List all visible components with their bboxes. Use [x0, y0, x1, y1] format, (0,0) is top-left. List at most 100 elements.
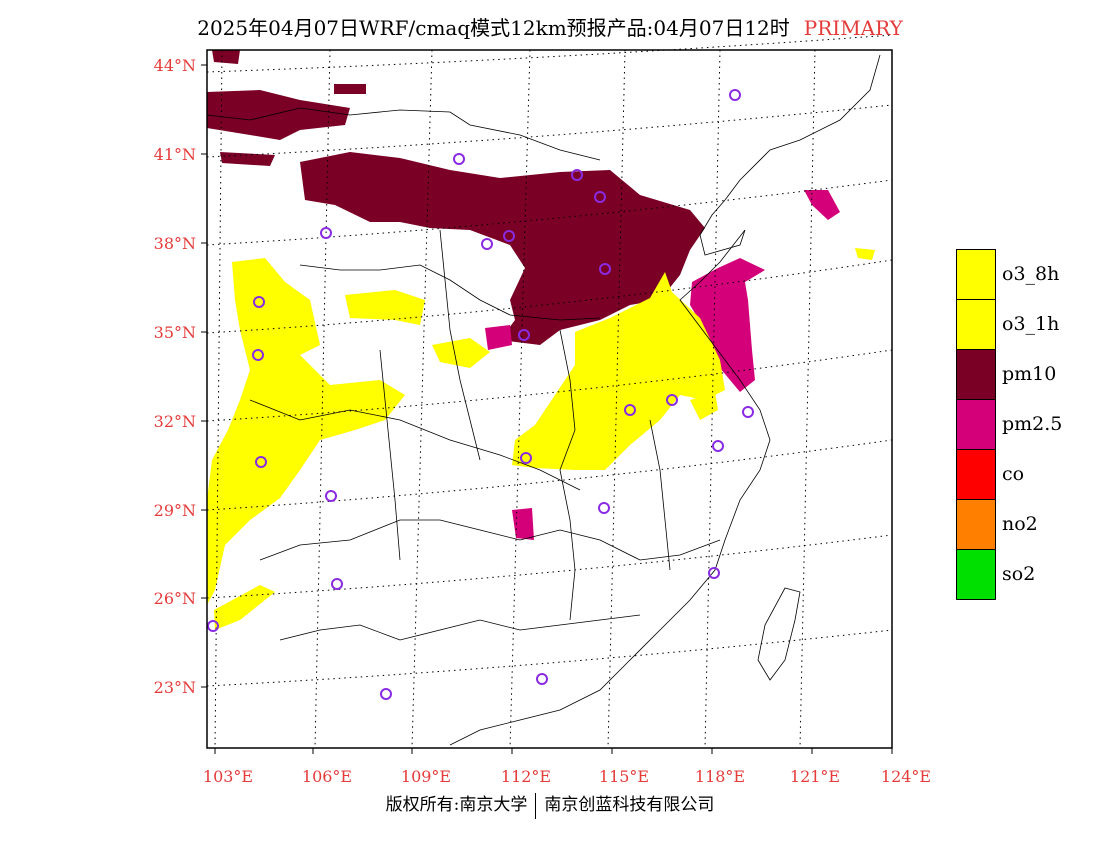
province-border-2 — [299, 264, 601, 321]
o3-patch-mid — [345, 290, 425, 325]
map-frame — [206, 49, 893, 749]
lon-labels: 103°E 106°E 109°E 112°E 115°E 118°E 121°… — [203, 767, 931, 786]
legend-label: co — [1002, 463, 1025, 485]
lat-label: 44°N — [154, 56, 196, 75]
o3-patch-sw-tail — [214, 585, 275, 630]
legend-label: pm2.5 — [1002, 413, 1063, 435]
legend-label: o3_1h — [1002, 313, 1060, 335]
station-marker — [253, 296, 265, 308]
o3-region-east — [512, 272, 725, 470]
province-border-3 — [249, 399, 581, 491]
meridian-109e — [411, 49, 433, 749]
legend-label: o3_8h — [1002, 263, 1060, 285]
station-marker — [708, 567, 720, 579]
parallel-41n — [206, 104, 893, 158]
pm10-patch-small1 — [220, 152, 275, 166]
coastline — [449, 54, 881, 746]
tick-marks — [201, 64, 893, 754]
station-marker — [481, 238, 493, 250]
meridian-121e — [799, 49, 816, 749]
lon-label: 121°E — [790, 767, 840, 786]
legend-swatch — [956, 449, 996, 500]
meridian-106e — [314, 49, 331, 749]
copyright-footer: 版权所有:南京大学 南京创蓝科技有限公司 — [0, 790, 1100, 819]
lon-label: 109°E — [401, 767, 451, 786]
graticule — [206, 34, 893, 749]
station-marker — [325, 490, 337, 502]
province-border-1 — [206, 107, 601, 161]
legend-swatch — [956, 499, 996, 550]
lon-label: 103°E — [203, 767, 253, 786]
station-marker — [742, 406, 754, 418]
pm25-region-east — [690, 258, 765, 392]
legend-swatch — [956, 349, 996, 400]
lon-label: 112°E — [501, 767, 551, 786]
legend-swatch — [956, 399, 996, 450]
pm10-region-north — [207, 90, 350, 140]
legend-swatch — [956, 249, 996, 300]
station-marker — [255, 456, 267, 468]
station-marker — [503, 230, 515, 242]
meridian-103e — [214, 49, 223, 749]
station-marker — [536, 673, 548, 685]
company-text: 南京创蓝科技有限公司 — [544, 795, 715, 815]
parallel-26n — [206, 534, 893, 599]
lat-label: 23°N — [154, 678, 196, 697]
parallel-23n — [206, 629, 893, 687]
station-marker — [320, 227, 332, 239]
station-marker — [380, 688, 392, 700]
primary-tag: PRIMARY — [803, 16, 903, 40]
lat-label: 29°N — [154, 501, 196, 520]
o3-patch-center — [432, 338, 490, 368]
lat-label: 41°N — [154, 145, 196, 164]
map-title: 2025年04月07日WRF/cmaq模式12km预报产品:04月07日12时 P… — [0, 12, 1100, 41]
title-text: 2025年04月07日WRF/cmaq模式12km预报产品:04月07日12时 — [197, 16, 790, 40]
station-marker — [571, 169, 583, 181]
lon-label: 124°E — [881, 767, 931, 786]
pm25-patch-central — [512, 508, 534, 540]
province-border-7 — [379, 349, 401, 561]
lat-label: 38°N — [154, 234, 196, 253]
station-marker — [252, 349, 264, 361]
station-marker — [207, 620, 219, 632]
legend-label: so2 — [1002, 563, 1036, 585]
station-marker — [594, 191, 606, 203]
parallel-44n — [206, 34, 893, 73]
copyright-text: 版权所有:南京大学 — [385, 795, 528, 815]
legend-label: no2 — [1002, 513, 1038, 535]
lat-label: 26°N — [154, 589, 196, 608]
station-marker — [520, 452, 532, 464]
pm25-region-coast — [804, 190, 840, 220]
legend-swatch — [956, 299, 996, 350]
station-marker — [518, 329, 530, 341]
lon-label: 115°E — [599, 767, 649, 786]
station-marker — [624, 404, 636, 416]
station-marker — [453, 153, 465, 165]
meridian-112e — [509, 49, 531, 749]
legend-swatch — [956, 549, 996, 600]
pm10-patch-small2 — [334, 84, 366, 94]
o3-patch-coast — [855, 248, 875, 260]
province-border-5 — [279, 614, 641, 641]
footer-divider — [535, 792, 537, 819]
meridian-118e — [704, 49, 721, 749]
station-marker — [712, 440, 724, 452]
pm10-patch-ne — [212, 50, 240, 64]
province-border-4 — [259, 519, 721, 561]
pollution-fields — [207, 50, 875, 630]
province-border-6 — [439, 229, 481, 461]
meridian-115e — [607, 49, 626, 749]
province-border-9 — [649, 419, 671, 571]
lat-label: 32°N — [154, 412, 196, 431]
lat-labels: 44°N 41°N 38°N 35°N 32°N 29°N 26°N 23°N — [154, 56, 196, 697]
lon-label: 106°E — [302, 767, 352, 786]
station-markers — [207, 89, 754, 700]
station-marker — [599, 263, 611, 275]
station-marker — [729, 89, 741, 101]
pm25-patch-west — [485, 325, 512, 350]
lon-label: 118°E — [695, 767, 745, 786]
legend-label: pm10 — [1002, 363, 1057, 385]
taiwan — [757, 587, 801, 681]
station-marker — [666, 394, 678, 406]
